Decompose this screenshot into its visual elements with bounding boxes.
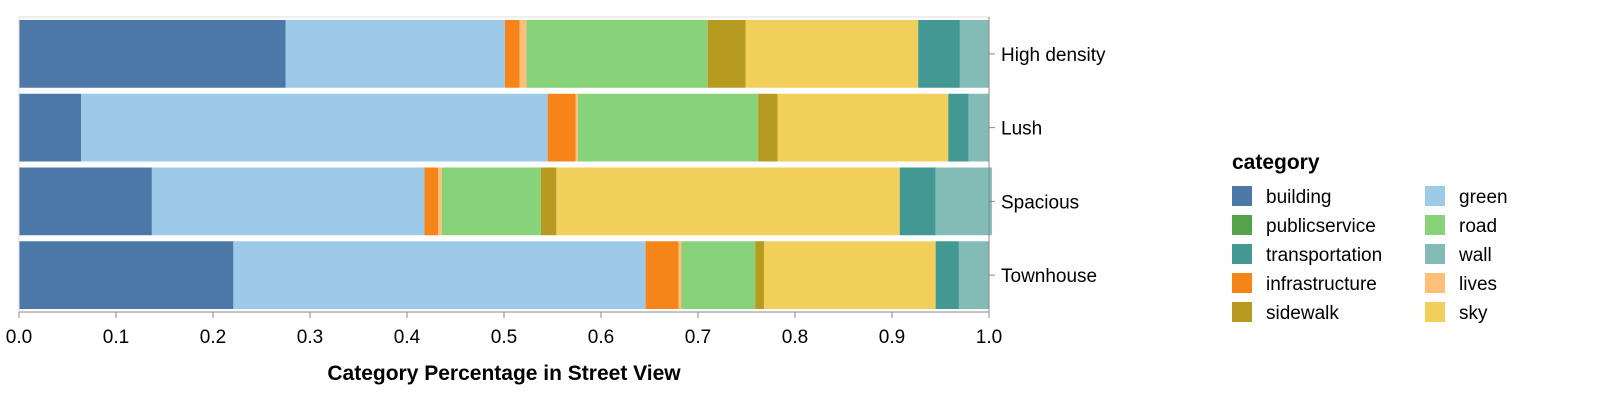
legend-label-building: building — [1266, 187, 1332, 208]
legend-swatch-transportation — [1232, 244, 1252, 264]
bars-layer — [19, 20, 992, 309]
legend-swatch-sky — [1425, 302, 1445, 322]
bar-infrastructure-high-density — [504, 20, 520, 88]
bar-infrastructure-lush — [547, 93, 576, 162]
bar-green-lush — [81, 93, 548, 162]
bar-building-townhouse — [19, 241, 234, 309]
bar-sidewalk-lush — [758, 93, 778, 162]
y-tick-label: Spacious — [1001, 192, 1079, 213]
y-tick-label: Townhouse — [1001, 266, 1097, 287]
y-tick-label: Lush — [1001, 119, 1042, 140]
bar-green-spacious — [151, 167, 425, 236]
bar-sky-spacious — [556, 167, 900, 236]
x-tick-label: 0.1 — [103, 327, 129, 348]
bar-wall-townhouse — [958, 241, 989, 309]
legend-swatch-sidewalk — [1232, 302, 1252, 322]
bar-infrastructure-spacious — [424, 167, 439, 236]
bar-building-high-density — [19, 20, 286, 88]
y-axis: High density Lush Spacious Townhouse — [988, 17, 1106, 312]
bar-lives-spacious — [438, 167, 442, 236]
bar-road-lush — [577, 93, 759, 162]
bar-green-high-density — [285, 20, 505, 88]
bar-infrastructure-townhouse — [645, 241, 679, 309]
x-tick-label: 0.0 — [6, 327, 32, 348]
bar-lives-lush — [575, 93, 578, 162]
x-tick-label: 0.3 — [297, 327, 323, 348]
legend-label-lives: lives — [1459, 274, 1497, 295]
bar-sidewalk-high-density — [707, 20, 746, 88]
legend-swatch-building — [1232, 186, 1252, 206]
legend-label-infrastructure: infrastructure — [1266, 274, 1377, 295]
legend-swatch-lives — [1425, 273, 1445, 293]
x-tick-label: 0.6 — [588, 327, 614, 348]
x-tick-label: 0.2 — [200, 327, 226, 348]
legend-label-transportation: transportation — [1266, 245, 1382, 266]
x-tick-label: 0.7 — [685, 327, 711, 348]
legend-swatch-infrastructure — [1232, 273, 1252, 293]
legend-swatch-green — [1425, 186, 1445, 206]
bar-transportation-lush — [948, 93, 969, 162]
x-tick-label: 0.8 — [782, 327, 808, 348]
bar-sky-lush — [777, 93, 949, 162]
bar-transportation-townhouse — [935, 241, 959, 309]
legend: category building green publicservice road t… — [1232, 151, 1508, 324]
bar-wall-high-density — [959, 20, 989, 88]
x-tick-label: 0.9 — [879, 327, 905, 348]
legend-label-publicservice: publicservice — [1266, 216, 1376, 237]
bar-building-spacious — [19, 167, 152, 236]
legend-label-road: road — [1459, 216, 1497, 237]
bar-road-spacious — [441, 167, 541, 236]
bar-transportation-spacious — [899, 167, 936, 236]
legend-swatch-road — [1425, 215, 1445, 235]
bar-lives-high-density — [519, 20, 527, 88]
legend-swatch-publicservice — [1232, 215, 1252, 235]
bar-sidewalk-townhouse — [755, 241, 764, 309]
bar-green-townhouse — [233, 241, 646, 309]
bar-sky-high-density — [745, 20, 919, 88]
x-tick-label: 1.0 — [976, 327, 1002, 348]
bar-road-townhouse — [681, 241, 756, 309]
legend-label-wall: wall — [1458, 245, 1492, 266]
x-tick-label: 0.5 — [491, 327, 517, 348]
bar-wall-spacious — [935, 167, 992, 236]
y-tick-label: High density — [1001, 45, 1106, 66]
legend-title: category — [1232, 151, 1320, 174]
bar-sidewalk-spacious — [540, 167, 557, 236]
bar-transportation-high-density — [918, 20, 960, 88]
bar-road-high-density — [526, 20, 708, 88]
bar-lives-townhouse — [678, 241, 682, 309]
legend-label-green: green — [1459, 187, 1508, 208]
bar-building-lush — [19, 93, 82, 162]
x-axis-title: Category Percentage in Street View — [327, 362, 681, 385]
bar-wall-lush — [968, 93, 989, 162]
x-tick-label: 0.4 — [394, 327, 421, 348]
legend-label-sidewalk: sidewalk — [1266, 303, 1339, 324]
x-axis: 0.0 0.1 0.2 0.3 0.4 0.5 0.6 0.7 0.8 0.9 1.0 — [6, 311, 1002, 348]
legend-swatch-wall — [1425, 244, 1445, 264]
bar-sky-townhouse — [763, 241, 936, 309]
legend-label-sky: sky — [1459, 303, 1488, 324]
